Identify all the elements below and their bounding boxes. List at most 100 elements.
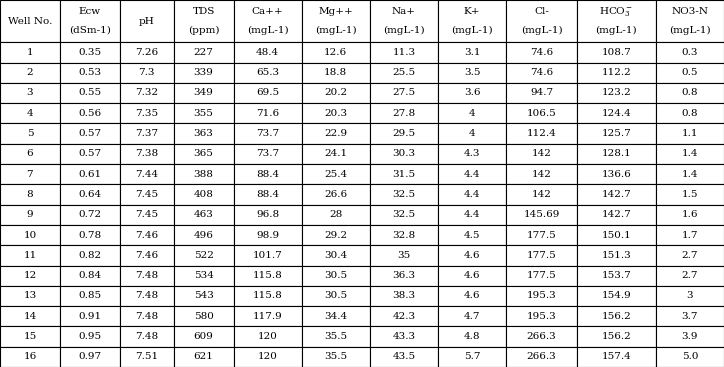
Text: 8: 8 (27, 190, 33, 199)
Bar (302, 103, 370, 123)
Bar (506, 205, 577, 225)
Bar (60, 123, 119, 144)
Text: 1.4: 1.4 (682, 149, 698, 158)
Bar (577, 123, 656, 144)
Text: 7.44: 7.44 (135, 170, 159, 179)
Text: 69.5: 69.5 (256, 88, 279, 98)
Text: 2: 2 (27, 68, 33, 77)
Text: 363: 363 (194, 129, 214, 138)
Text: 74.6: 74.6 (530, 48, 553, 57)
Text: K+: K+ (464, 7, 481, 16)
Text: 0.85: 0.85 (78, 291, 101, 301)
Text: 339: 339 (194, 68, 214, 77)
Text: 156.2: 156.2 (602, 312, 631, 321)
Text: 153.7: 153.7 (602, 271, 631, 280)
Bar (656, 42, 724, 62)
Text: 35.5: 35.5 (324, 332, 348, 341)
Text: 27.8: 27.8 (392, 109, 416, 118)
Text: 112.2: 112.2 (602, 68, 631, 77)
Text: 73.7: 73.7 (256, 129, 279, 138)
Bar (506, 164, 577, 184)
Bar (656, 265, 724, 286)
Text: 1.1: 1.1 (682, 129, 698, 138)
Text: 4.3: 4.3 (464, 149, 481, 158)
Bar (0, 0, 60, 42)
Text: 88.4: 88.4 (256, 170, 279, 179)
Text: 0.72: 0.72 (78, 210, 101, 219)
Bar (0, 42, 60, 62)
Bar (656, 83, 724, 103)
Text: 0.91: 0.91 (78, 312, 101, 321)
Bar (370, 184, 438, 205)
Bar (656, 326, 724, 347)
Bar (438, 225, 506, 245)
Text: (mgL-1): (mgL-1) (315, 26, 357, 35)
Bar (174, 306, 234, 326)
Text: 145.69: 145.69 (523, 210, 560, 219)
Bar (506, 42, 577, 62)
Bar (119, 225, 174, 245)
Bar (174, 144, 234, 164)
Text: 0.3: 0.3 (682, 48, 698, 57)
Text: (mgL-1): (mgL-1) (247, 26, 288, 35)
Bar (60, 144, 119, 164)
Bar (302, 306, 370, 326)
Bar (656, 123, 724, 144)
Bar (0, 225, 60, 245)
Text: 29.2: 29.2 (324, 230, 348, 240)
Text: 125.7: 125.7 (602, 129, 631, 138)
Bar (302, 123, 370, 144)
Text: 1.5: 1.5 (682, 190, 698, 199)
Text: 5.0: 5.0 (682, 352, 698, 361)
Bar (506, 245, 577, 265)
Bar (302, 286, 370, 306)
Text: 28: 28 (329, 210, 342, 219)
Bar (60, 205, 119, 225)
Bar (438, 265, 506, 286)
Bar (119, 184, 174, 205)
Bar (577, 164, 656, 184)
Text: 142: 142 (531, 149, 552, 158)
Bar (656, 0, 724, 42)
Text: pH: pH (139, 17, 155, 26)
Bar (438, 347, 506, 367)
Bar (577, 326, 656, 347)
Bar (506, 0, 577, 42)
Bar (174, 42, 234, 62)
Text: 14: 14 (23, 312, 36, 321)
Bar (438, 103, 506, 123)
Bar (370, 347, 438, 367)
Text: 195.3: 195.3 (526, 312, 557, 321)
Text: 106.5: 106.5 (526, 109, 557, 118)
Bar (119, 306, 174, 326)
Bar (119, 164, 174, 184)
Bar (302, 164, 370, 184)
Bar (577, 144, 656, 164)
Text: 227: 227 (194, 48, 214, 57)
Bar (234, 286, 302, 306)
Text: 43.5: 43.5 (392, 352, 416, 361)
Text: 3: 3 (686, 291, 694, 301)
Text: 9: 9 (27, 210, 33, 219)
Text: 4.7: 4.7 (464, 312, 481, 321)
Bar (302, 0, 370, 42)
Bar (577, 265, 656, 286)
Bar (577, 245, 656, 265)
Bar (370, 123, 438, 144)
Bar (438, 123, 506, 144)
Bar (60, 83, 119, 103)
Bar (60, 184, 119, 205)
Text: 96.8: 96.8 (256, 210, 279, 219)
Text: 4: 4 (469, 129, 476, 138)
Text: 1.4: 1.4 (682, 170, 698, 179)
Text: Ca++: Ca++ (252, 7, 284, 16)
Bar (370, 205, 438, 225)
Text: 24.1: 24.1 (324, 149, 348, 158)
Bar (656, 103, 724, 123)
Bar (0, 326, 60, 347)
Text: 177.5: 177.5 (526, 251, 557, 260)
Text: 25.5: 25.5 (392, 68, 416, 77)
Text: NO3-N: NO3-N (671, 7, 708, 16)
Text: 0.55: 0.55 (78, 88, 101, 98)
Text: 7.37: 7.37 (135, 129, 159, 138)
